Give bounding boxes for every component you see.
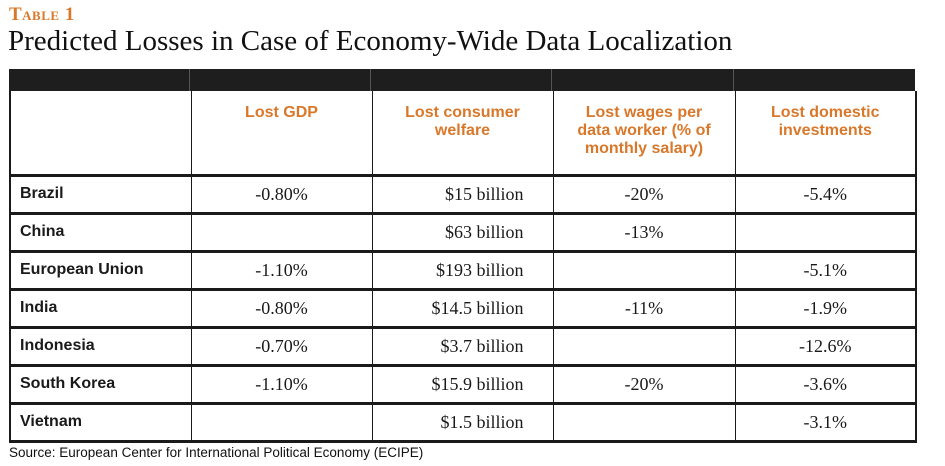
table-label: Table 1 [9, 4, 75, 25]
header-country [10, 91, 192, 175]
lost-investments-cell: -5.4% [803, 183, 848, 204]
header-bar-cell [190, 69, 371, 91]
country-cell: Vietnam [10, 403, 192, 441]
lost-welfare-cell: $15.9 billion [372, 365, 554, 403]
lost-investments-cell: -12.6% [799, 335, 852, 356]
country-cell: Brazil [10, 175, 192, 213]
header-bar-cell [552, 69, 734, 91]
header-line: data worker (% of [577, 122, 711, 139]
lost-wages-cell: -11% [553, 289, 736, 327]
lost-gdp-cell: -1.10% [191, 365, 373, 403]
header-line: Lost consumer [405, 104, 520, 121]
lost-gdp-cell: -0.70% [191, 327, 373, 365]
table-row: Brazil -0.80% $15 billion -20% -5.4% [10, 175, 916, 213]
table-row: China $63 billion -13% [10, 213, 916, 251]
lost-welfare-cell: $1.5 billion [372, 403, 554, 441]
table-row: South Korea -1.10% $15.9 billion -20% -3… [10, 365, 916, 403]
header-bar-cell [371, 69, 552, 91]
lost-wages-cell [553, 251, 736, 289]
lost-investments-cell: -3.6% [803, 373, 848, 394]
country-cell: South Korea [10, 365, 192, 403]
lost-gdp-cell [191, 213, 373, 251]
lost-investments-cell: -5.1% [803, 259, 848, 280]
country-cell: European Union [10, 251, 192, 289]
header-line: investments [778, 122, 872, 139]
header-line: Lost domestic [771, 104, 880, 121]
lost-wages-cell: -20% [553, 365, 736, 403]
country-cell: India [10, 289, 192, 327]
header-row: Lost GDP Lost consumer welfare Lost wage… [10, 91, 916, 175]
table-row: Indonesia -0.70% $3.7 billion -12.6% [10, 327, 916, 365]
lost-wages-cell: -20% [553, 175, 736, 213]
lost-gdp-cell: -0.80% [191, 289, 373, 327]
country-cell: China [10, 213, 192, 251]
lost-gdp-cell: -0.80% [191, 175, 373, 213]
lost-welfare-cell: $193 billion [372, 251, 554, 289]
header-lost-consumer-welfare: Lost consumer welfare [372, 91, 554, 175]
header-line: Lost wages per [585, 104, 703, 121]
lost-welfare-cell: $15 billion [372, 175, 554, 213]
table-row: India -0.80% $14.5 billion -11% -1.9% [10, 289, 916, 327]
header-bar-cell [734, 69, 915, 91]
country-cell: Indonesia [10, 327, 192, 365]
table-row: European Union -1.10% $193 billion -5.1% [10, 251, 916, 289]
header-line: monthly salary) [584, 140, 704, 157]
lost-investments-cell [735, 213, 916, 251]
page-title: Predicted Losses in Case of Economy-Wide… [8, 25, 733, 57]
lost-wages-cell [553, 403, 736, 441]
lost-gdp-cell [191, 403, 373, 441]
lost-welfare-cell: $3.7 billion [372, 327, 554, 365]
header-bar-cell [9, 69, 190, 91]
lost-gdp-cell: -1.10% [191, 251, 373, 289]
data-table-container: Lost GDP Lost consumer welfare Lost wage… [9, 69, 917, 443]
lost-welfare-cell: $14.5 billion [372, 289, 554, 327]
lost-investments-cell: -1.9% [803, 297, 848, 318]
table-header-bar [9, 69, 915, 91]
header-lost-domestic-investments: Lost domestic investments [735, 91, 916, 175]
lost-welfare-cell: $63 billion [372, 213, 554, 251]
lost-investments-cell: -3.1% [803, 411, 848, 432]
lost-wages-cell [553, 327, 736, 365]
data-table: Lost GDP Lost consumer welfare Lost wage… [9, 91, 917, 443]
header-lost-wages: Lost wages per data worker (% of monthly… [553, 91, 736, 175]
header-lost-gdp: Lost GDP [191, 91, 373, 175]
source-note: Source: European Center for Internationa… [9, 445, 424, 460]
lost-wages-cell: -13% [553, 213, 736, 251]
table-row: Vietnam $1.5 billion -3.1% [10, 403, 916, 441]
header-line: welfare [434, 122, 491, 139]
